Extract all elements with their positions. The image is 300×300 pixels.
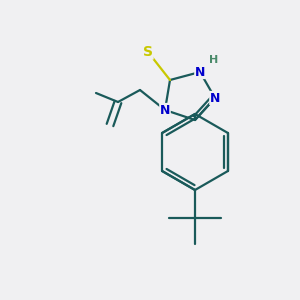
Text: N: N (160, 103, 170, 116)
Text: N: N (195, 65, 205, 79)
Text: N: N (210, 92, 220, 104)
Text: H: H (209, 55, 219, 65)
Text: S: S (143, 45, 153, 59)
